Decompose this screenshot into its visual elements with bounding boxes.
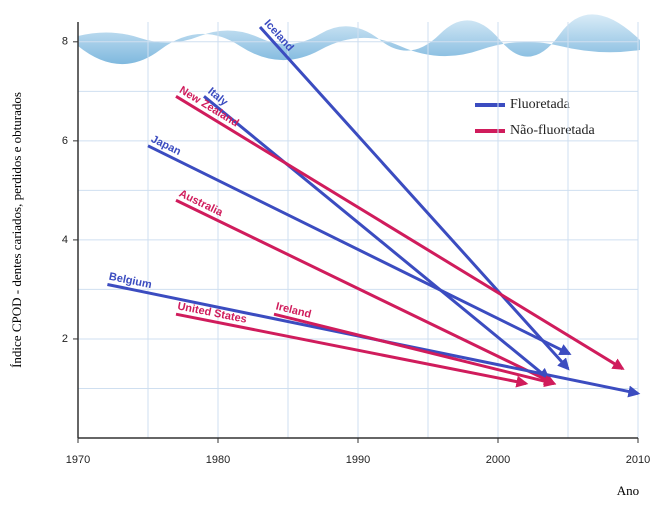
x-tick-label: 2010 [626,454,650,466]
chart: Ano Índice CPOD - dentes cariados, perdi… [0,0,652,504]
x-tick-label: 2000 [486,454,510,466]
y-axis-label: Índice CPOD - dentes cariados, perdidos … [9,92,24,368]
legend-label: Fluoretada [510,97,571,112]
legend: Fluoretada Não-fluoretada [475,97,596,138]
legend-label: Não-fluoretada [510,123,596,138]
y-tick-label: 8 [62,36,68,48]
x-tick-label: 1990 [346,454,370,466]
x-tick-label: 1980 [206,454,230,466]
x-tick-label: 1970 [66,454,90,466]
x-axis-label: Ano [617,483,639,498]
water-decoration [78,14,640,64]
y-tick-label: 4 [62,234,68,246]
y-tick-label: 2 [62,333,68,345]
y-tick-label: 6 [62,135,68,147]
arrow-line [176,314,526,383]
